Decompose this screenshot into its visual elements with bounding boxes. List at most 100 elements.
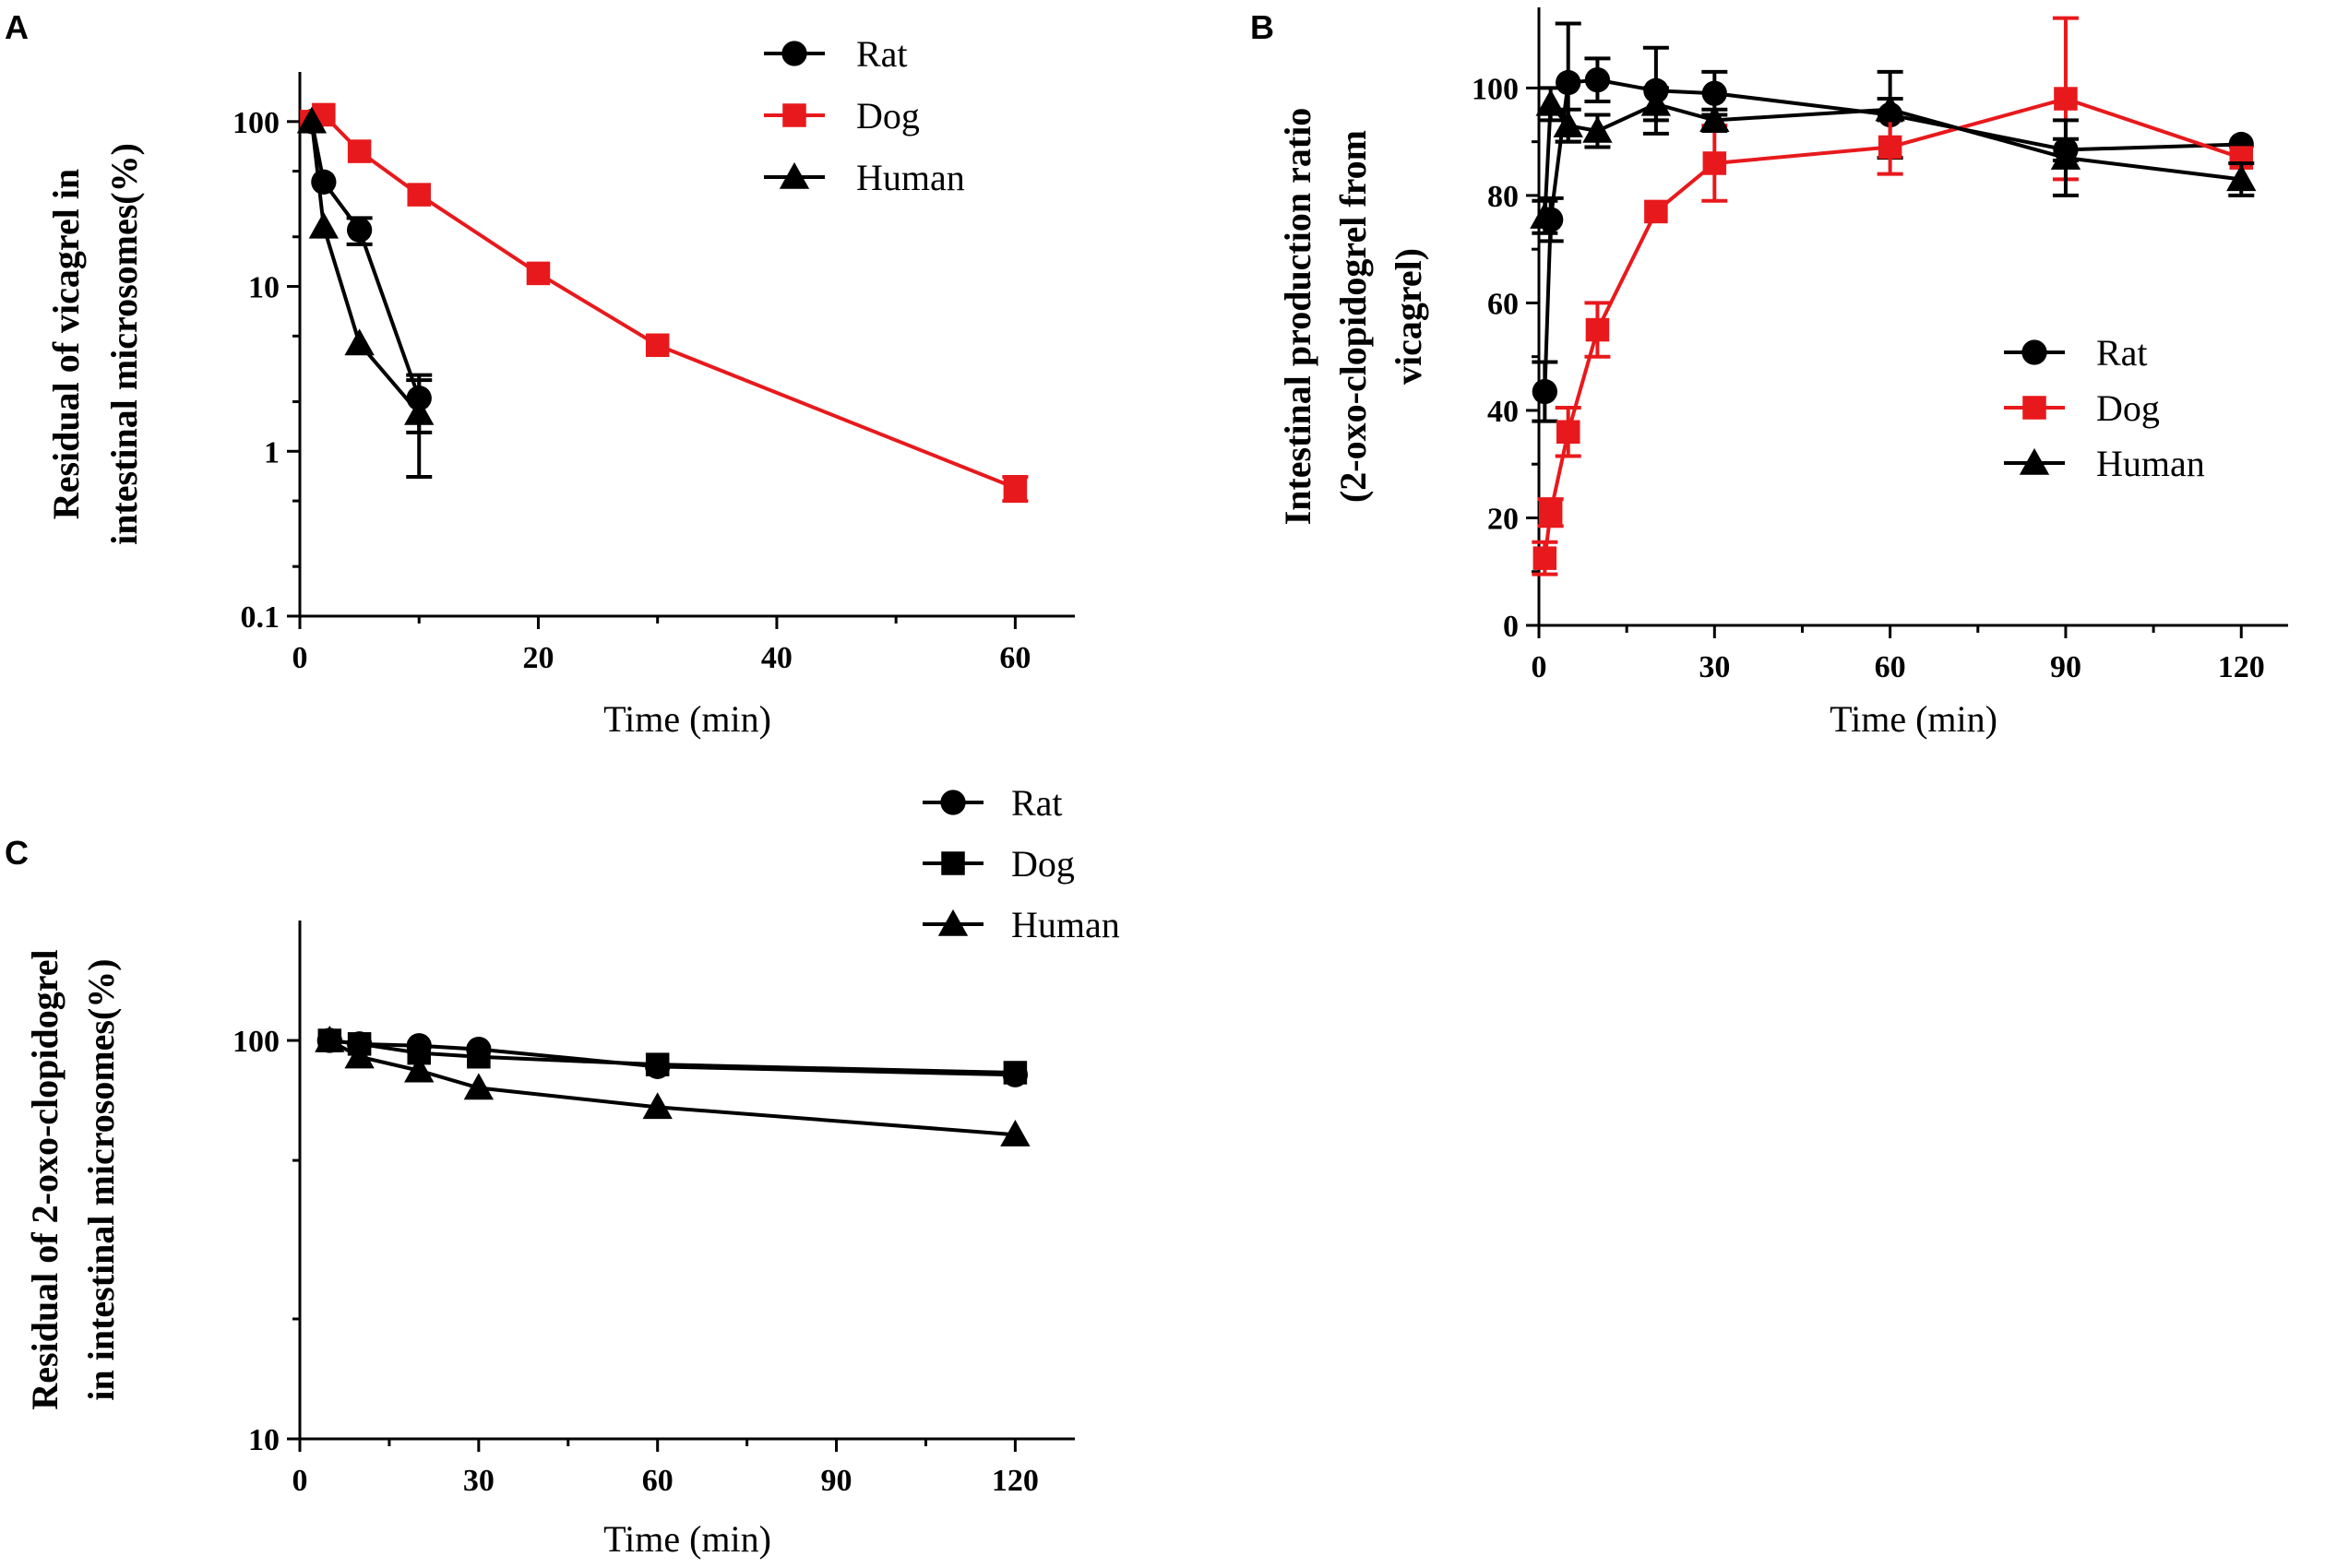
y-axis-label: (2-oxo-clopidogrel from [1332,130,1374,503]
y-axis-label: Residual of 2-oxo-clopidogrel [24,949,66,1409]
chart-panel-a: 0 20 40 60 0.1 1 10 100 Time (min) Residual of vi… [45,33,1075,740]
legend-label: Dog [2096,387,2160,429]
x-axis-label: Time (min) [1830,698,1997,740]
series-dog [1532,16,2254,576]
legend-marker-rat [2021,339,2047,365]
legend-marker-human [779,161,810,189]
x-tick-label: 60 [642,1464,674,1498]
legend-marker-dog [941,851,965,875]
y-axis-label: in intestinal microsomes(%) [80,958,122,1400]
data-point-dog [645,333,670,358]
data-point-human [315,1025,345,1052]
legend-marker-dog [2022,396,2046,420]
data-point-dog [1003,476,1028,500]
y-tick-label: 60 [1487,287,1519,321]
series-human [296,106,435,479]
y-axis-label: Residual of vicagrel in [45,169,87,519]
data-point-dog [1003,1061,1028,1085]
legend-label: Dog [1011,843,1075,885]
data-point-human [1640,89,1672,116]
x-axis-label: Time (min) [603,698,771,740]
data-point-dog [645,1052,670,1076]
x-tick-label: 60 [1875,650,1906,684]
data-point-dog [467,1044,491,1069]
data-point-dog [1538,500,1563,525]
legend-label: Rat [2096,332,2148,374]
x-tick-label: 0 [292,1464,308,1498]
data-point-human [344,328,375,356]
data-point-rat [1556,69,1581,96]
data-point-human [2226,164,2257,192]
data-point-rat [1584,67,1611,93]
y-tick-label: 20 [1487,502,1519,536]
data-point-human [463,1073,495,1100]
x-tick-label: 0 [1532,650,1547,684]
chart-panel-c: 0 30 60 90 120 10 100 Time (min) Residual of 2-o… [24,782,1120,1560]
series-human [315,1025,1031,1146]
legend: Rat Dog Human [764,33,965,198]
x-tick-label: 120 [992,1464,1039,1498]
data-point-dog [407,183,431,207]
y-tick-label: 0.1 [241,600,280,635]
y-axis-label: Intestinal production ratio [1277,108,1318,526]
chart-panel-b: 0 30 60 90 120 0 20 40 60 80 100 Time (min) Intestin… [1277,7,2288,740]
data-point-human [1000,1120,1031,1146]
panel-letter-b: B [1250,8,1274,46]
data-point-human [1553,111,1583,137]
data-point-dog [526,261,551,286]
x-tick-label: 40 [761,641,793,675]
data-point-rat [1532,378,1557,405]
legend: Rat Dog Human [923,782,1120,945]
x-axis-label: Time (min) [603,1518,771,1560]
legend-marker-rat [781,41,807,66]
legend-label: Rat [856,33,908,75]
y-tick-label: 0 [1503,610,1519,644]
y-axis-label: intestinal microsomes(%) [103,143,145,545]
data-point-dog [2054,87,2078,111]
legend-label: Dog [856,95,920,137]
data-point-dog [1532,546,1557,570]
data-point-dog [347,139,372,163]
data-point-rat [311,169,337,195]
series-human [1530,86,2257,235]
y-tick-label: 40 [1487,395,1519,429]
y-tick-label: 10 [248,271,280,305]
x-tick-label: 30 [463,1464,495,1498]
data-point-human [404,398,435,425]
legend-label: Human [2096,443,2205,484]
legend-marker-human [937,909,969,936]
data-point-human [642,1092,673,1120]
panel-letter-a: A [5,8,29,46]
data-point-dog [1585,317,1610,342]
x-tick-label: 0 [292,641,308,675]
legend-label: Human [1011,904,1120,945]
data-point-human [1530,202,1560,229]
data-point-dog [1878,135,1902,160]
data-point-human [404,1055,435,1083]
x-tick-label: 90 [2050,650,2081,684]
data-point-dog [1702,151,1727,175]
y-tick-label: 10 [248,1423,280,1457]
series-line-rat [309,121,422,399]
legend-marker-rat [940,790,966,815]
data-point-human [1875,94,1905,122]
x-tick-label: 30 [1699,650,1730,684]
data-point-human [1699,105,1730,133]
legend-marker-dog [782,103,806,127]
data-point-human [1582,115,1613,143]
y-tick-label: 1 [264,435,280,469]
series-dog [300,102,1029,504]
y-tick-label: 100 [233,1025,280,1059]
y-tick-label: 100 [233,106,280,140]
data-point-human [296,106,328,134]
panel-letter-c: C [5,834,29,872]
data-point-rat [346,217,373,243]
y-tick-label: 100 [1472,72,1519,106]
data-point-human [308,211,340,239]
x-tick-label: 120 [2218,650,2265,684]
legend-label: Rat [1011,782,1063,824]
data-point-dog [1644,199,1668,224]
data-point-human [344,1041,375,1069]
legend-marker-human [2019,447,2050,475]
